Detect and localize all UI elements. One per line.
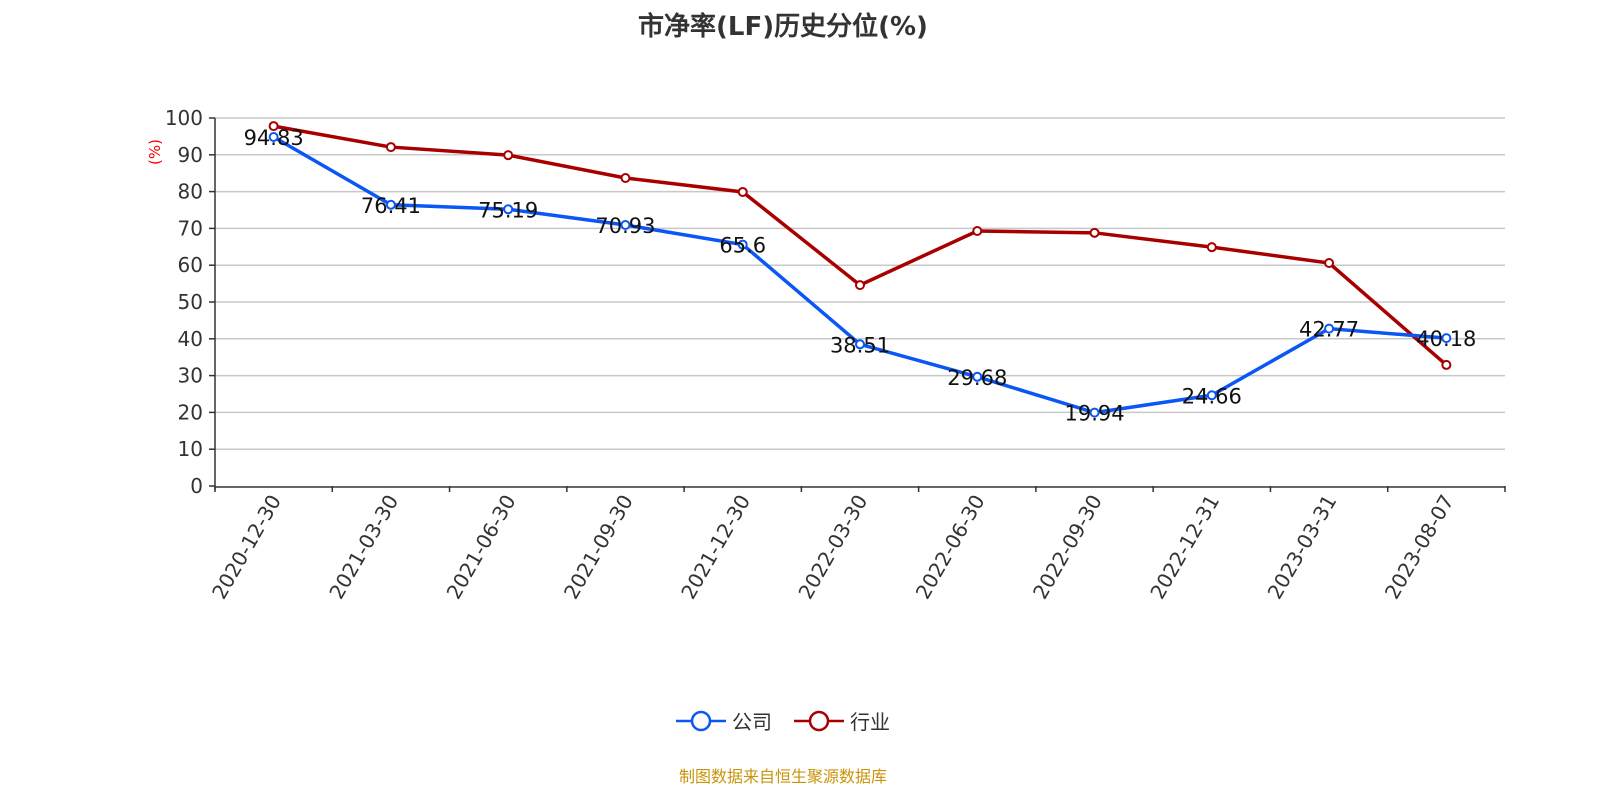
data-label: 94.83 bbox=[244, 126, 304, 150]
x-tick-label: 2022-12-31 bbox=[1145, 491, 1224, 604]
x-tick-label: 2020-12-30 bbox=[207, 491, 286, 604]
y-tick-label: 80 bbox=[178, 180, 203, 204]
y-tick-label: 100 bbox=[165, 106, 203, 130]
legend: 公司 行业 bbox=[0, 706, 1566, 735]
data-label: 42.77 bbox=[1299, 318, 1359, 342]
data-point bbox=[1441, 359, 1452, 370]
data-point bbox=[855, 280, 865, 291]
data-point bbox=[1324, 323, 1335, 334]
source-note: 制图数据来自恒生聚源数据库 bbox=[678, 767, 887, 786]
data-point bbox=[972, 371, 983, 382]
data-label: 70.93 bbox=[595, 214, 655, 238]
data-point bbox=[1324, 257, 1335, 268]
chart-title: 市净率(LF)历史分位(%) bbox=[638, 12, 928, 42]
y-axis-label: (%) bbox=[146, 139, 164, 165]
x-tick-label: 2022-03-30 bbox=[793, 491, 872, 604]
series-line-行业 bbox=[273, 124, 1448, 367]
data-label: 29.68 bbox=[947, 366, 1007, 390]
x-tick-label: 2021-06-30 bbox=[442, 491, 521, 604]
data-point bbox=[972, 225, 983, 236]
data-point bbox=[620, 219, 631, 230]
series-line-公司 bbox=[272, 135, 1447, 415]
data-point bbox=[1206, 390, 1217, 401]
data-point bbox=[1441, 333, 1452, 344]
y-tick-label: 60 bbox=[178, 253, 203, 277]
data-point bbox=[1089, 227, 1100, 238]
data-point bbox=[1206, 242, 1217, 253]
legend-label: 公司 bbox=[732, 710, 772, 734]
data-label: 76.41 bbox=[361, 194, 421, 218]
data-point bbox=[855, 339, 865, 350]
data-point bbox=[385, 199, 396, 210]
x-tick-label: 2023-03-31 bbox=[1263, 491, 1342, 604]
legend-marker-icon bbox=[676, 710, 726, 731]
data-label: 38.51 bbox=[830, 333, 890, 357]
data-label: 24.66 bbox=[1182, 384, 1242, 408]
y-tick-label: 90 bbox=[178, 143, 203, 167]
x-tick-label: 2022-06-30 bbox=[911, 491, 990, 604]
data-label: 65.6 bbox=[719, 234, 766, 258]
legend-label: 行业 bbox=[850, 710, 890, 734]
data-label: 19.94 bbox=[1064, 402, 1124, 426]
data-point bbox=[503, 204, 514, 215]
data-point bbox=[268, 132, 279, 143]
data-point bbox=[620, 172, 631, 183]
y-tick-label: 0 bbox=[190, 474, 203, 498]
data-point bbox=[385, 142, 396, 153]
legend-item[interactable]: 公司 bbox=[676, 706, 772, 735]
data-point bbox=[268, 121, 279, 132]
y-tick-label: 50 bbox=[178, 290, 203, 314]
data-point bbox=[737, 186, 748, 197]
y-tick-label: 20 bbox=[178, 400, 203, 424]
data-point bbox=[737, 239, 748, 250]
x-tick-label: 2023-08-07 bbox=[1380, 491, 1459, 604]
line-chart: 0 10 20 30 40 50 60 70 80 90 100(%) 2020-12-30 2021-… bbox=[146, 106, 1506, 604]
x-tick-label: 2021-09-30 bbox=[559, 491, 638, 604]
x-tick-label: 2021-12-30 bbox=[676, 491, 755, 604]
data-point bbox=[503, 150, 514, 161]
data-point bbox=[1089, 407, 1100, 418]
y-tick-label: 10 bbox=[178, 437, 203, 461]
legend-marker-icon bbox=[794, 710, 844, 731]
data-label: 40.18 bbox=[1416, 327, 1476, 351]
y-tick-label: 40 bbox=[178, 327, 203, 351]
y-tick-label: 30 bbox=[178, 364, 203, 388]
x-tick-label: 2022-09-30 bbox=[1028, 491, 1107, 604]
legend-item[interactable]: 行业 bbox=[794, 706, 890, 735]
data-label: 75.19 bbox=[478, 198, 538, 222]
y-tick-label: 70 bbox=[178, 216, 203, 240]
x-tick-label: 2021-03-30 bbox=[324, 490, 403, 603]
